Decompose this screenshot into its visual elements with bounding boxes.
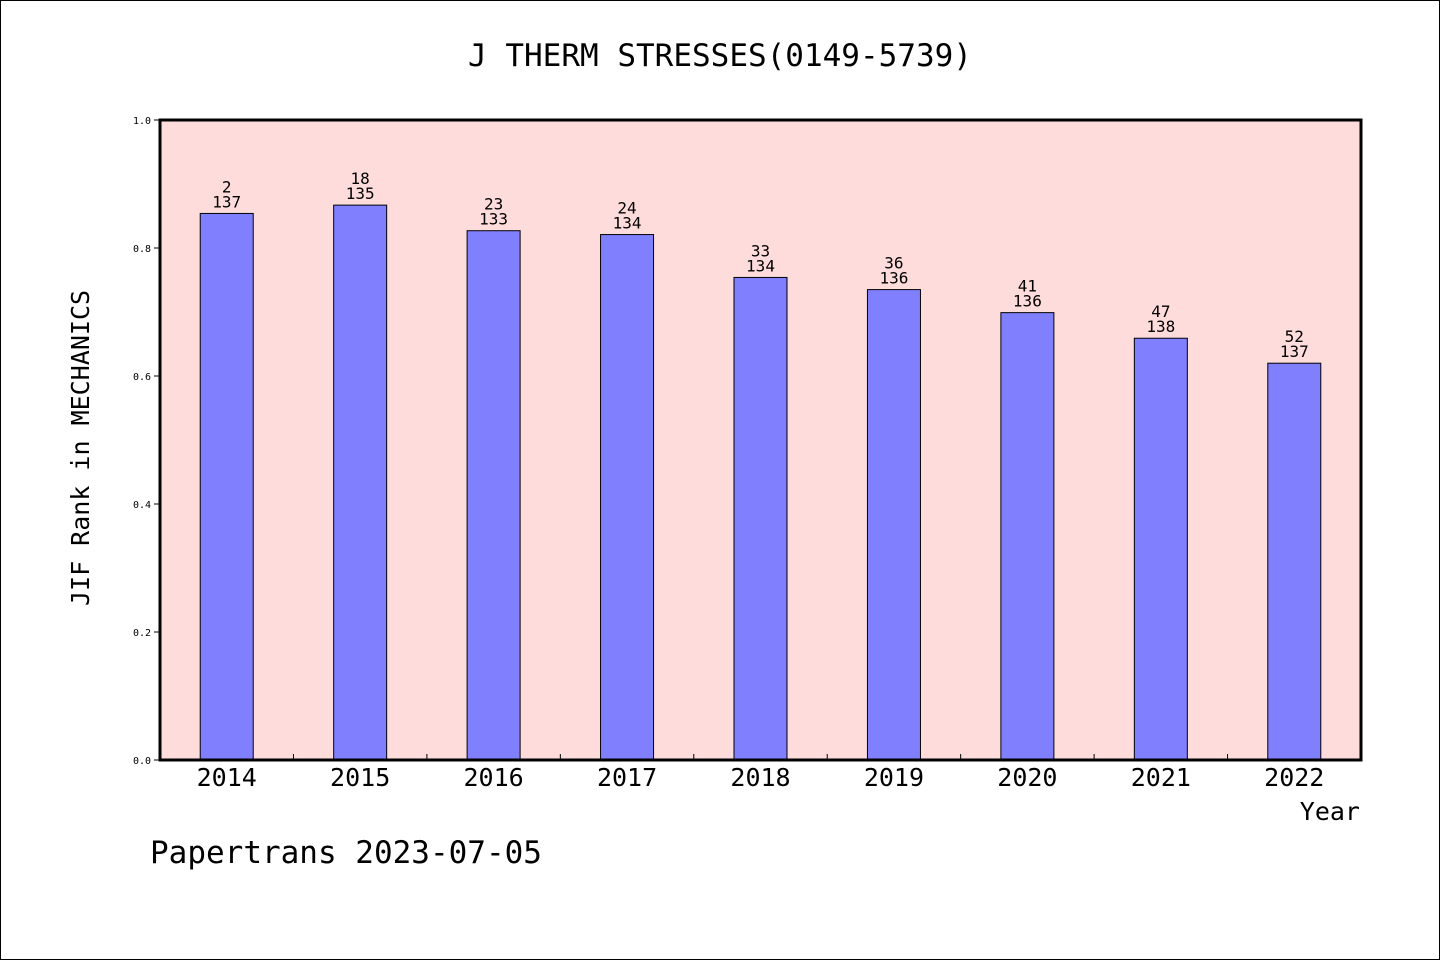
bar-total-label-2018: 134	[746, 256, 775, 275]
y-tick-label-0.2: 0.2	[133, 628, 151, 639]
bar-2021	[1133, 337, 1188, 761]
bar-rank-label-2019: 36	[884, 254, 903, 273]
y-tick-label-0.6: 0.6	[133, 372, 151, 383]
x-tick-label-2015: 2015	[330, 763, 390, 792]
x-axis-label: Year	[1300, 797, 1360, 826]
axis-ticks: 2014 2015 2016 2017 2018 2019 2020 2021 2022 0.0 0…	[133, 116, 1324, 792]
bar-total-label-2017: 134	[613, 214, 642, 233]
x-tick-label-2019: 2019	[864, 763, 924, 792]
x-tick-label-2014: 2014	[197, 763, 257, 792]
x-tick-label-2016: 2016	[464, 763, 524, 792]
bar-2015	[333, 204, 388, 761]
y-tick-label-0.4: 0.4	[133, 500, 151, 511]
bar-total-label-2022: 137	[1280, 342, 1309, 361]
chart-title: J THERM STRESSES(0149-5739)	[468, 38, 972, 74]
x-tick-label-2022: 2022	[1264, 763, 1324, 792]
bar-2019	[866, 289, 921, 761]
bar-2018	[733, 276, 788, 761]
x-tick-label-2017: 2017	[597, 763, 657, 792]
y-axis-label: JIF Rank in MECHANICS	[66, 290, 95, 606]
bar-rank-label-2015: 18	[351, 169, 370, 188]
bar-total-label-2015: 135	[346, 184, 375, 203]
bar-total-label-2020: 136	[1013, 292, 1042, 311]
bar-2014	[199, 212, 254, 761]
plot-border	[158, 118, 1363, 762]
bar-2022	[1267, 362, 1322, 761]
bar-rank-label-2022: 52	[1285, 327, 1304, 346]
y-tick-label-0.0: 0.0	[133, 756, 151, 767]
y-tick-label-0.8: 0.8	[133, 244, 151, 255]
bar-2016	[466, 230, 521, 761]
bar-rank-label-2017: 24	[617, 199, 636, 218]
x-tick-label-2018: 2018	[730, 763, 790, 792]
bar-2020	[1000, 312, 1055, 761]
bar-total-label-2021: 138	[1146, 317, 1175, 336]
bar-rank-label-2020: 41	[1018, 277, 1037, 296]
y-tick-label-1.0: 1.0	[133, 116, 151, 127]
bar-total-label-2014: 137	[212, 192, 241, 211]
footer-credit: Papertrans 2023-07-05	[150, 835, 542, 871]
bar-rank-label-2021: 47	[1151, 302, 1170, 321]
bar-rank-label-2018: 33	[751, 241, 770, 260]
x-tick-label-2020: 2020	[997, 763, 1057, 792]
bar-rank-label-2016: 23	[484, 195, 503, 214]
bar-rank-label-2014: 2	[222, 177, 232, 196]
bar-2017	[600, 234, 655, 761]
bar-total-label-2016: 133	[479, 210, 508, 229]
bar-total-label-2019: 136	[879, 269, 908, 288]
x-tick-label-2021: 2021	[1131, 763, 1191, 792]
